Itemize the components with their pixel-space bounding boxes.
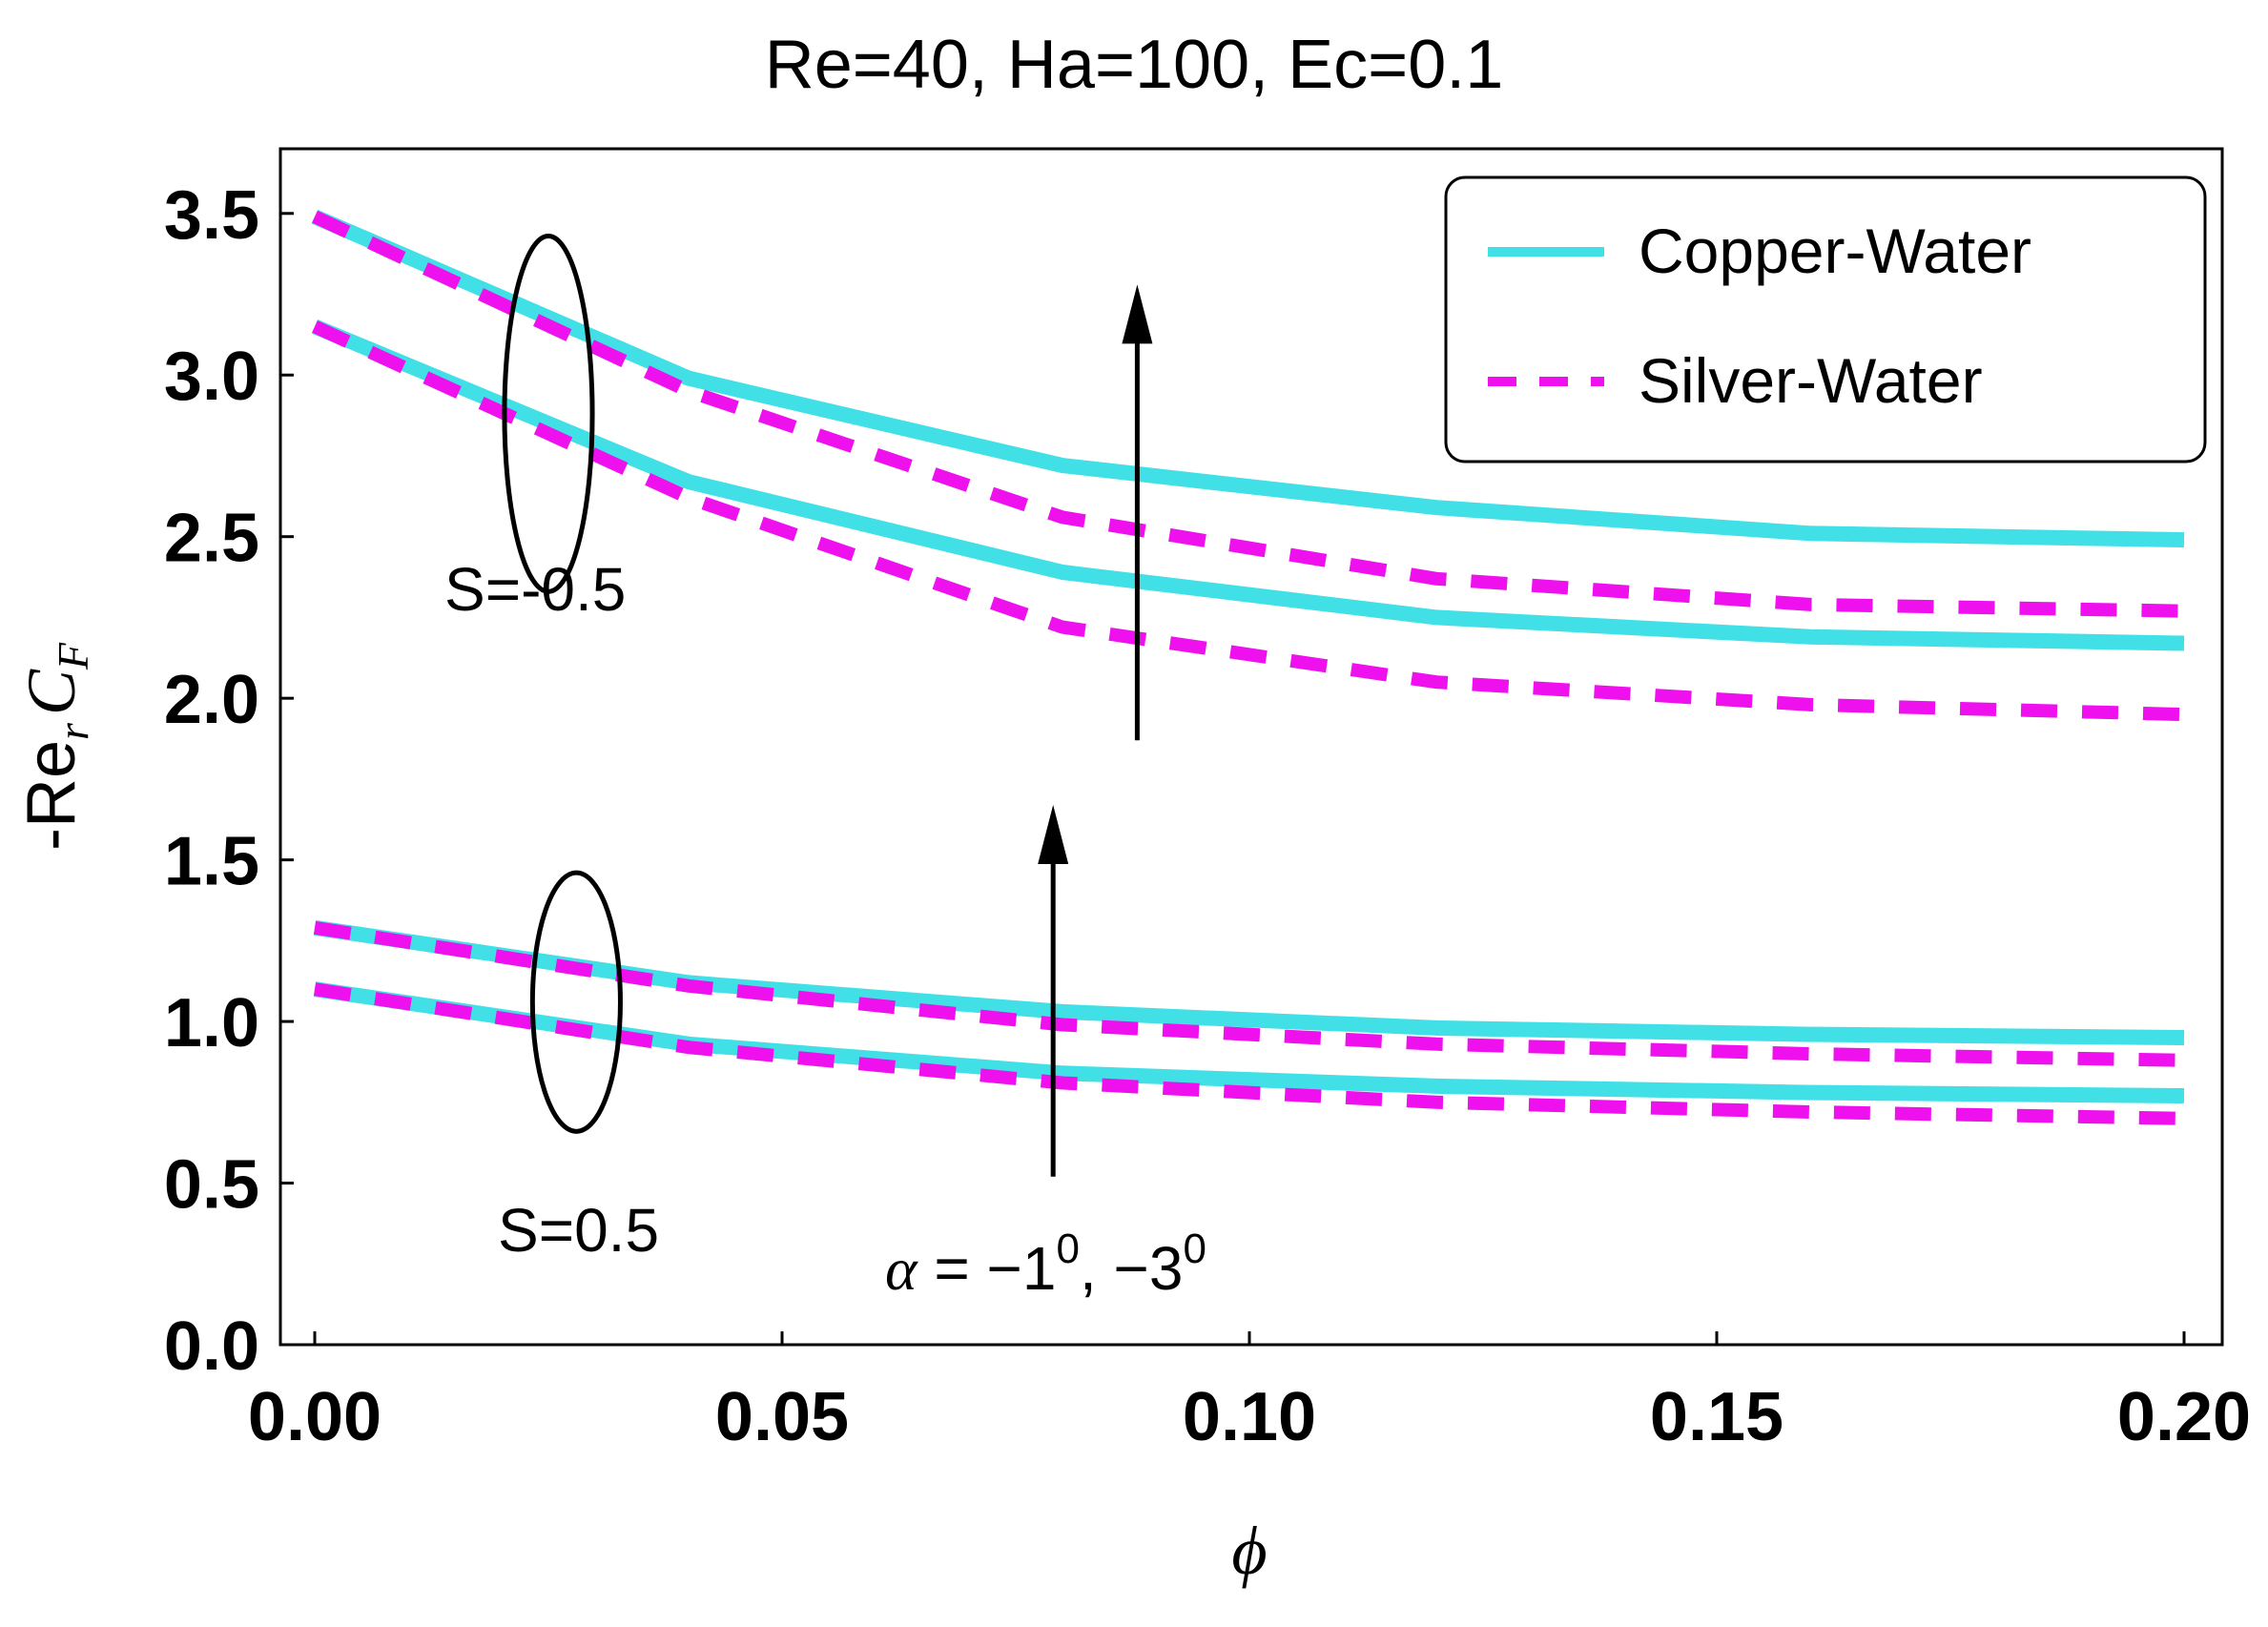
x-tick-label: 0.15 bbox=[1650, 1379, 1783, 1455]
alpha-eq: = −1 bbox=[918, 1234, 1057, 1303]
y-tick-label: 2.5 bbox=[164, 501, 259, 577]
y-tick-label: 1.0 bbox=[164, 985, 259, 1061]
chart-title: Re=40, Ha=100, Ec=0.1 bbox=[765, 27, 1504, 103]
y-tick-label: 0.5 bbox=[164, 1147, 259, 1224]
alpha-symbol: α bbox=[885, 1235, 918, 1303]
alpha-sup-2: 0 bbox=[1184, 1225, 1206, 1272]
legend-box bbox=[1444, 175, 2207, 463]
arrow-head-0 bbox=[1122, 284, 1153, 344]
series-line-copper-1 bbox=[311, 209, 2185, 548]
y-tick-label: 2.0 bbox=[164, 662, 259, 738]
annotation-layer bbox=[502, 234, 1153, 1177]
x-axis-label: ϕ bbox=[1231, 1513, 1267, 1589]
x-tick-label: 0.20 bbox=[2117, 1379, 2251, 1455]
y-tick-label: 3.5 bbox=[164, 177, 259, 254]
arrow-head-1 bbox=[1038, 805, 1069, 865]
legend: Copper-Water Silver-Water bbox=[1444, 175, 2207, 463]
series-line-silver-3 bbox=[312, 210, 2185, 618]
label-s-positive: S=0.5 bbox=[498, 1196, 659, 1265]
label-s-negative: S=-0.5 bbox=[444, 555, 626, 624]
group-ellipse-0 bbox=[502, 234, 595, 594]
label-alpha: α = −10, −30 bbox=[885, 1225, 1206, 1303]
y-label-sub-f: F bbox=[49, 642, 97, 670]
group-ellipse-1 bbox=[529, 870, 623, 1134]
series-line-silver-7 bbox=[313, 920, 2185, 1067]
alpha-mid: , −3 bbox=[1080, 1234, 1184, 1303]
y-label-sub-r: r bbox=[49, 722, 97, 740]
plot-frame bbox=[278, 147, 2224, 1347]
y-label-prefix: -Re bbox=[13, 740, 90, 851]
y-label-main: C bbox=[13, 669, 90, 715]
series-layer bbox=[311, 209, 2185, 1125]
y-tick-label: 1.5 bbox=[164, 824, 259, 900]
legend-label-copper: Copper-Water bbox=[1639, 216, 2031, 286]
x-tick-label: 0.10 bbox=[1183, 1379, 1316, 1455]
series-line-copper-5 bbox=[313, 919, 2185, 1045]
y-tick-label: 0.0 bbox=[164, 1308, 259, 1385]
y-tick-label: 3.0 bbox=[164, 339, 259, 415]
x-tick-label: 0.05 bbox=[715, 1379, 849, 1455]
x-tick-label: 0.00 bbox=[248, 1379, 381, 1455]
series-line-copper-0 bbox=[311, 319, 2185, 651]
series-line-silver-6 bbox=[313, 982, 2185, 1125]
tick-layer: 0.00 0.05 0.10 0.15 0.20 0.0 0.5 1.0 1.5 2.0 2.5 3.… bbox=[164, 177, 2251, 1455]
legend-label-silver: Silver-Water bbox=[1639, 345, 1983, 416]
series-line-silver-2 bbox=[312, 320, 2185, 722]
y-axis-label: -RerCF bbox=[13, 642, 97, 851]
alpha-sup-1: 0 bbox=[1057, 1225, 1080, 1272]
